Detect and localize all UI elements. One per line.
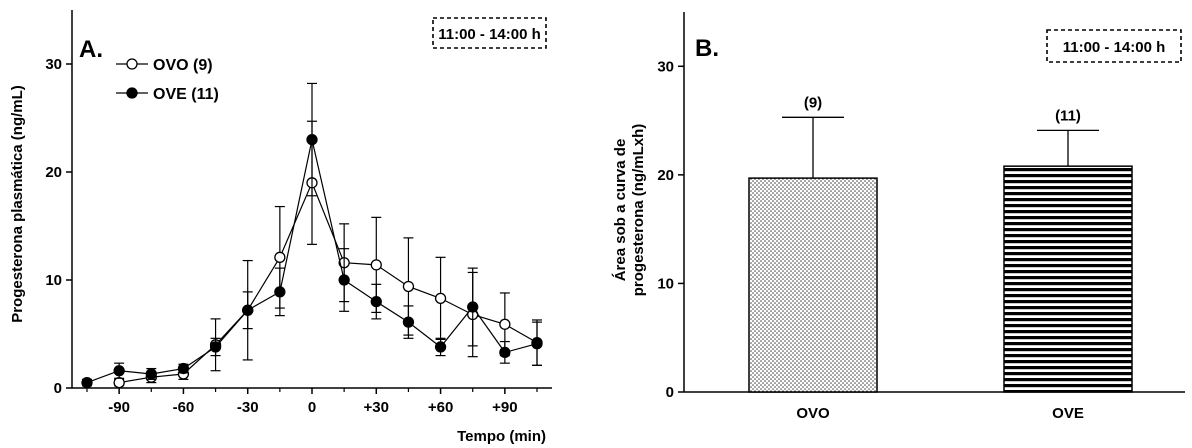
data-point-ove bbox=[274, 286, 286, 298]
panel-b-y-tick-label: 0 bbox=[666, 384, 674, 401]
panel-a-y-ticks: 0 10 20 30 bbox=[45, 56, 72, 397]
panel-a-x-tick-label: +90 bbox=[492, 399, 517, 416]
series-line-ovo bbox=[119, 181, 538, 384]
panel-a-y-tick-label: 0 bbox=[54, 380, 62, 397]
data-point-ove bbox=[434, 341, 447, 353]
panel-b-y-tick-label: 10 bbox=[657, 275, 674, 292]
series-ove bbox=[81, 82, 543, 389]
data-point-ove bbox=[467, 301, 479, 313]
data-point-ovo bbox=[370, 259, 382, 271]
data-point-ovo bbox=[499, 318, 511, 330]
data-point-ovo bbox=[402, 280, 415, 293]
panel-a-series bbox=[81, 82, 543, 389]
panel-a-x-tick-label: -30 bbox=[237, 399, 259, 416]
data-point-ove bbox=[177, 362, 190, 375]
legend-entry-ovo: OVO (9) bbox=[116, 57, 213, 74]
bar-category-label-ove: OVE bbox=[1052, 405, 1084, 422]
data-point-ove bbox=[499, 346, 511, 359]
panel-a-x-tick-label: +30 bbox=[364, 399, 389, 416]
panel-a-x-tick-label: -90 bbox=[108, 399, 130, 416]
series-ovo bbox=[113, 120, 543, 389]
data-point-ove bbox=[306, 133, 318, 146]
panel-a-line-chart: 0 10 20 30 -90 -60 -30 0 +30 +60 +90 Progesterona… bbox=[9, 10, 552, 445]
bar-group-ovo: (9) OVO bbox=[748, 94, 878, 422]
data-point-ove bbox=[370, 295, 382, 308]
data-point-ove bbox=[531, 338, 543, 350]
data-point-ove bbox=[145, 368, 157, 380]
panel-b-y-tick-label: 20 bbox=[657, 167, 674, 184]
bar-ovo bbox=[748, 177, 878, 393]
legend-marker-ove bbox=[126, 87, 138, 99]
data-point-ove bbox=[242, 304, 254, 316]
legend-label-ovo: OVO (9) bbox=[153, 57, 213, 74]
panel-b-y-tick-label: 30 bbox=[657, 58, 674, 75]
panel-a-y-axis-title: Progesterona plasmática (ng/mL) bbox=[9, 85, 26, 323]
panel-a-x-ticks: -90 -60 -30 0 +30 +60 +90 bbox=[86, 388, 538, 416]
panel-a-x-axis-title: Tempo (min) bbox=[457, 428, 546, 445]
data-point-ove bbox=[209, 341, 222, 353]
bar-ove bbox=[1003, 165, 1133, 393]
data-point-ovo bbox=[434, 292, 447, 305]
bar-category-label-ovo: OVO bbox=[796, 405, 830, 422]
panel-b-y-axis-title-line-2: progesterona (ng/mLxh) bbox=[630, 124, 647, 297]
panel-a-x-tick-label: 0 bbox=[308, 399, 316, 416]
panel-a-y-tick-label: 30 bbox=[45, 56, 62, 73]
panel-b-y-ticks: 0 10 20 30 bbox=[657, 58, 684, 401]
panel-a-time-window-box: 11:00 - 14:00 h bbox=[432, 17, 547, 49]
panel-b-time-window-text: 11:00 - 14:00 h bbox=[1063, 39, 1166, 56]
data-point-ove bbox=[81, 376, 93, 389]
legend-marker-ovo bbox=[126, 58, 138, 70]
panel-b-y-axis-title-line-1: Área sob a curva de bbox=[612, 139, 629, 282]
bar-group-ove: (11) OVE bbox=[1003, 107, 1133, 422]
panel-b-label: B. bbox=[695, 35, 719, 62]
data-point-ove bbox=[402, 316, 415, 328]
panel-a-y-tick-label: 10 bbox=[45, 272, 62, 289]
panel-b-time-window-box: 11:00 - 14:00 h bbox=[1046, 29, 1182, 63]
data-point-ovo bbox=[274, 251, 286, 263]
panel-b-bars: (9) OVO (11) OVE bbox=[748, 94, 1133, 422]
data-point-ove bbox=[113, 365, 125, 377]
panel-a-label: A. bbox=[79, 36, 103, 63]
panel-a-time-window-text: 11:00 - 14:00 h bbox=[438, 26, 541, 43]
panel-a-y-tick-label: 20 bbox=[45, 164, 62, 181]
panel-a-legend: OVO (9) OVE (11) bbox=[116, 57, 219, 103]
panel-a-x-tick-label: -60 bbox=[173, 399, 195, 416]
bar-n-label-ovo: (9) bbox=[804, 94, 822, 111]
legend-label-ove: OVE (11) bbox=[153, 86, 219, 103]
bar-n-label-ove: (11) bbox=[1055, 107, 1081, 124]
data-point-ove bbox=[338, 274, 350, 286]
panel-a-x-tick-label: +60 bbox=[428, 399, 453, 416]
legend-entry-ove: OVE (11) bbox=[116, 86, 219, 103]
data-point-ovo bbox=[113, 376, 125, 389]
panel-b-bar-chart: 0 10 20 30 Área sob a curva de progesterona… bbox=[612, 12, 1185, 422]
